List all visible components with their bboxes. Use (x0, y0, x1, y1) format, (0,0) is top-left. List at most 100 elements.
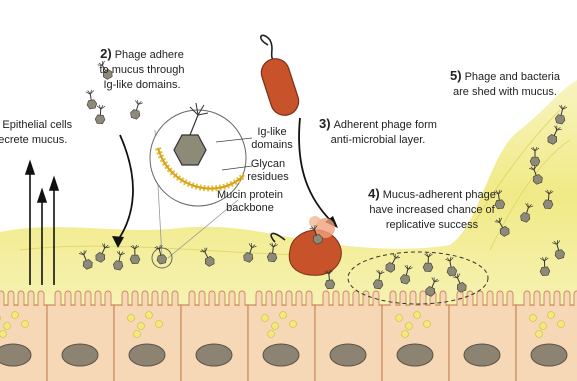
step-text: Phage and bacteria (465, 71, 561, 83)
microvillus (389, 290, 397, 306)
microvillus (7, 290, 15, 306)
mucus-granule (3, 322, 11, 330)
step-label: 2) Phage adhere to mucus through Ig-like do… (100, 46, 185, 91)
step-text: Adherent phage form (334, 119, 437, 131)
microvillus (74, 290, 82, 306)
step-line: to mucus through (100, 64, 185, 76)
step-text: Mucus-adherent phage (383, 189, 496, 201)
arrow-head (112, 236, 124, 248)
nucleus (530, 343, 568, 367)
microvillus (523, 290, 531, 306)
step-line: Ig-like domains. (103, 79, 180, 91)
epithelial-cell (0, 304, 48, 381)
microvillus (543, 290, 551, 306)
mucus-granule (267, 330, 275, 338)
bacterium (260, 34, 300, 116)
step-line: 5) Phage and bacteria (450, 68, 561, 83)
step-text: Ig-like domains. (103, 79, 180, 91)
step-text: Epithelial cells (2, 119, 72, 131)
secretion-arrows (24, 159, 60, 285)
epithelial-cell (515, 304, 577, 381)
microvillus (305, 290, 313, 306)
microvillus (285, 290, 293, 306)
microvillus (37, 290, 45, 306)
mucus-granule (155, 320, 163, 328)
flow-arrows (117, 117, 333, 241)
inset-line: Glycan (251, 158, 285, 170)
step-line: 3) Adherent phage form (319, 116, 437, 131)
step-number: 4) (368, 186, 380, 201)
step-text: Phage adhere (115, 49, 184, 61)
microvillus (409, 290, 417, 306)
mucus-granule (21, 320, 29, 328)
microvillus (27, 290, 35, 306)
step-line: are shed with mucus. (453, 86, 557, 98)
epithelial-cell (180, 304, 249, 381)
step-line: have increased chance of (369, 204, 495, 216)
mucus-granule (145, 311, 153, 319)
microvillus (342, 290, 350, 306)
bacterium-lysing (270, 216, 342, 276)
nucleus (128, 343, 166, 367)
adherent-phage-cluster (347, 251, 489, 305)
microvillus (84, 290, 92, 306)
step-label: 5) Phage and bacteria are shed with mucus. (450, 68, 561, 98)
step-number: 5) (450, 68, 462, 83)
microvillus (486, 290, 494, 306)
microvillus (121, 290, 129, 306)
nucleus (0, 343, 32, 367)
epithelial-cell (46, 304, 115, 381)
nucleus (61, 343, 99, 367)
step-text: anti-microbial layer. (331, 134, 426, 146)
mucus-granule (539, 322, 547, 330)
inset-line: Ig-like (257, 126, 286, 138)
microvillus (64, 290, 72, 306)
step-line: 2) Phage adhere (100, 46, 184, 61)
mucus-granule (133, 330, 141, 338)
step-line: 1)Epithelial cells (0, 116, 73, 131)
inset-label: Ig-like domains (251, 126, 293, 151)
step-line: 4) Mucus-adherent phage (368, 186, 496, 201)
mucus-granule (413, 311, 421, 319)
microvillus (553, 290, 561, 306)
nucleus (396, 343, 434, 367)
epithelial-cell (448, 304, 517, 381)
microvillus (533, 290, 541, 306)
mucus-granule (529, 314, 537, 322)
mucus-granule (289, 320, 297, 328)
step-text: have increased chance of (369, 204, 495, 216)
step-number: 3) (319, 116, 331, 131)
mucus-granule (557, 320, 565, 328)
step-label: 3) Adherent phage form anti-microbial laye… (319, 116, 437, 146)
step-line: secrete mucus. (0, 134, 67, 146)
microvillus (476, 290, 484, 306)
nucleus (195, 343, 233, 367)
microvillus (573, 290, 577, 306)
microvillus (466, 290, 474, 306)
microvillus (198, 290, 206, 306)
mucus-granule (127, 314, 135, 322)
phage (84, 88, 98, 110)
microvillus (439, 290, 447, 306)
mucus-granule (137, 322, 145, 330)
microvillus (131, 290, 139, 306)
microvillus (265, 290, 273, 306)
microvillus (141, 290, 149, 306)
inset-line: domains (251, 139, 293, 151)
microvillus (496, 290, 504, 306)
step-label: 1)Epithelial cells secrete mucus. (0, 116, 73, 146)
microvillus (208, 290, 216, 306)
microvillus (0, 290, 5, 306)
step-text: are shed with mucus. (453, 86, 557, 98)
microvillus (228, 290, 236, 306)
microvillus (94, 290, 102, 306)
mucus-granule (0, 315, 1, 321)
mucus-granule (261, 314, 269, 322)
inset-label: Glycan residues (247, 158, 289, 183)
mucus-granule (405, 322, 413, 330)
epithelial-cell (314, 304, 383, 381)
mucus-granule (535, 330, 543, 338)
mucus-granule (279, 311, 287, 319)
inset-line: backbone (226, 202, 274, 214)
